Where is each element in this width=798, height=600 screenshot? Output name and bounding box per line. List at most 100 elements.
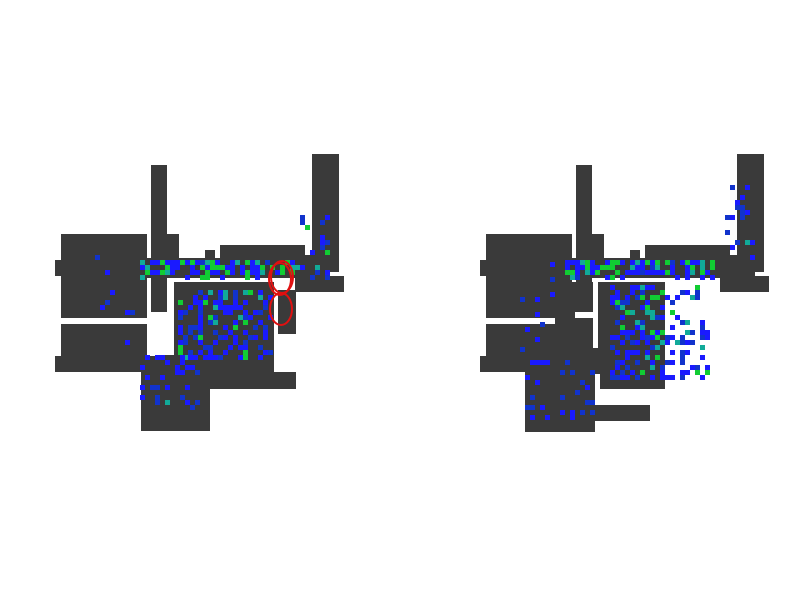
heat-cell <box>645 305 650 310</box>
heat-cell <box>685 320 690 325</box>
heat-cell <box>650 265 655 270</box>
heat-cell <box>250 270 255 275</box>
heat-cell <box>560 370 565 375</box>
heat-cell <box>195 260 200 265</box>
heat-cell <box>230 260 235 265</box>
heat-cell <box>740 205 745 210</box>
heat-cell <box>740 215 745 220</box>
heat-cell <box>263 300 268 305</box>
heat-cell <box>545 415 550 420</box>
heat-cell <box>230 270 235 275</box>
heat-cell <box>240 265 245 270</box>
heat-cell <box>665 360 670 365</box>
heat-cell <box>550 277 555 282</box>
heat-cell <box>243 330 248 335</box>
heat-cell <box>230 265 235 270</box>
heat-cell <box>290 265 295 270</box>
heat-cell <box>630 350 635 355</box>
heat-cell <box>615 270 620 275</box>
heat-cell <box>305 225 310 230</box>
heat-cell <box>140 365 145 370</box>
heat-cell <box>200 275 205 280</box>
heat-cell <box>570 275 575 280</box>
heat-cell <box>188 305 193 310</box>
heat-cell <box>700 265 705 270</box>
heat-cell <box>245 275 250 280</box>
heat-cell <box>263 335 268 340</box>
heat-cell <box>645 270 650 275</box>
heat-cell <box>215 260 220 265</box>
heat-cell <box>525 405 530 410</box>
heat-cell <box>165 265 170 270</box>
heat-cell <box>590 265 595 270</box>
heat-cell <box>198 290 203 295</box>
heat-cell <box>275 270 280 275</box>
heat-cell <box>213 355 218 360</box>
heat-cell <box>635 350 640 355</box>
heat-cell <box>258 355 263 360</box>
heat-cell <box>630 290 635 295</box>
heat-cell <box>695 260 700 265</box>
heat-cell <box>185 275 190 280</box>
heat-cell <box>218 300 223 305</box>
heat-cell <box>685 265 690 270</box>
heat-cell <box>625 330 630 335</box>
heat-cell <box>180 370 185 375</box>
heat-cell <box>665 270 670 275</box>
floor-region <box>525 356 595 432</box>
heat-cell <box>218 290 223 295</box>
heat-cell <box>700 330 705 335</box>
heat-cell <box>595 270 600 275</box>
heat-cell <box>208 350 213 355</box>
highlight-marker <box>269 292 293 326</box>
heat-cell <box>685 270 690 275</box>
heat-cell <box>660 365 665 370</box>
heat-cell <box>645 300 650 305</box>
heat-cell <box>655 270 660 275</box>
heat-cell <box>210 265 215 270</box>
heat-cell <box>265 260 270 265</box>
heat-cell <box>640 325 645 330</box>
heat-cell <box>223 350 228 355</box>
heat-cell <box>170 265 175 270</box>
heat-cell <box>590 400 595 405</box>
heat-cell <box>630 260 635 265</box>
heat-cell <box>223 310 228 315</box>
heat-cell <box>175 260 180 265</box>
heat-cell <box>735 200 740 205</box>
heat-cell <box>180 260 185 265</box>
heat-cell <box>210 260 215 265</box>
heat-cell <box>560 410 565 415</box>
heat-cell <box>175 365 180 370</box>
heat-cell <box>610 375 615 380</box>
heat-cell <box>260 270 265 275</box>
heat-cell <box>145 265 150 270</box>
heat-cell <box>193 300 198 305</box>
heat-cell <box>205 275 210 280</box>
heat-cell <box>575 270 580 275</box>
heat-cell <box>223 305 228 310</box>
heat-cell <box>535 337 540 342</box>
heat-cell <box>530 395 535 400</box>
heat-cell <box>208 320 213 325</box>
heat-cell <box>570 415 575 420</box>
heat-cell <box>750 255 755 260</box>
heat-cell <box>238 355 243 360</box>
floorplan-panel-left <box>55 154 344 431</box>
heat-cell <box>710 275 715 280</box>
heat-cell <box>660 315 665 320</box>
heat-cell <box>315 265 320 270</box>
heat-cell <box>625 300 630 305</box>
heat-cell <box>160 270 165 275</box>
heat-cell <box>185 400 190 405</box>
heat-cell <box>700 355 705 360</box>
heat-cell <box>110 290 115 295</box>
heat-cell <box>615 290 620 295</box>
heat-cell <box>125 310 130 315</box>
heat-cell <box>615 360 620 365</box>
heat-cell <box>620 325 625 330</box>
heat-cell <box>195 270 200 275</box>
heat-cell <box>550 292 555 297</box>
heat-cell <box>680 290 685 295</box>
heat-cell <box>188 355 193 360</box>
